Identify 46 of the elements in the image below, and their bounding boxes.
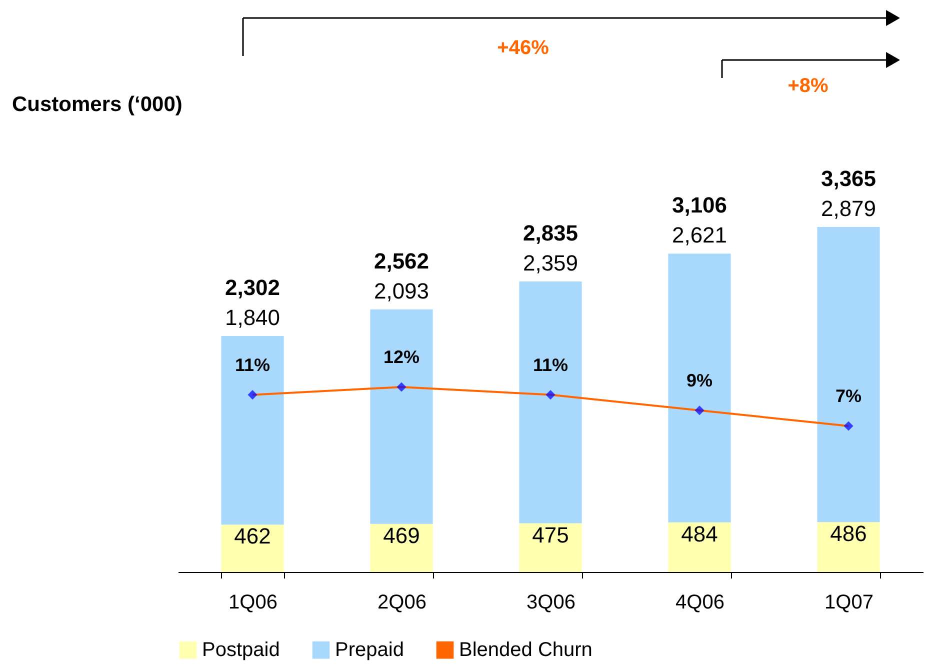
data-label: 9% [686, 370, 713, 390]
bar [668, 522, 731, 572]
point [248, 390, 257, 400]
data-label: 1,840 [224, 304, 280, 330]
bar [370, 309, 433, 524]
bar [817, 522, 880, 572]
data-label: 12% [383, 347, 420, 367]
data-label: 484 [681, 521, 718, 546]
point [844, 422, 853, 430]
total-label: 2,562 [374, 248, 430, 274]
data-label: 486 [830, 521, 867, 546]
bar [519, 523, 582, 572]
point [397, 382, 406, 392]
bar [221, 336, 284, 525]
text: +8% [788, 75, 829, 97]
total-label: 2,302 [224, 274, 280, 300]
bar [817, 227, 880, 522]
point [546, 390, 555, 400]
text: Customers (‘000) [12, 93, 182, 116]
data-label: 2,621 [672, 222, 728, 248]
x-tick-label: 3Q06 [526, 592, 576, 614]
x-tick-label: 4Q06 [676, 592, 724, 614]
total-label: 3,365 [820, 166, 876, 191]
total-label: 3,106 [672, 192, 728, 218]
bar [370, 524, 433, 572]
legend-label: Postpaid [202, 639, 280, 662]
legend-label: Blended Churn [459, 639, 592, 662]
point [695, 406, 704, 415]
legend-label: Prepaid [335, 639, 404, 662]
data-label: 7% [835, 386, 862, 406]
x-tick-label: 1Q06 [228, 592, 278, 614]
bar [668, 254, 731, 522]
bar [221, 524, 284, 572]
data-label: 11% [234, 354, 270, 375]
text: +46% [497, 37, 550, 59]
data-label: 2,093 [374, 278, 430, 304]
data-label: 475 [532, 522, 569, 548]
x-tick-label: 1Q07 [824, 592, 874, 614]
total-label: 2,835 [522, 220, 578, 246]
data-label: 11% [532, 354, 568, 375]
bar [519, 281, 582, 524]
data-label: 469 [383, 522, 420, 548]
data-label: 2,879 [820, 196, 876, 221]
data-label: 2,359 [522, 250, 578, 276]
data-label: 462 [234, 524, 271, 549]
x-tick-label: 2Q06 [378, 592, 426, 614]
